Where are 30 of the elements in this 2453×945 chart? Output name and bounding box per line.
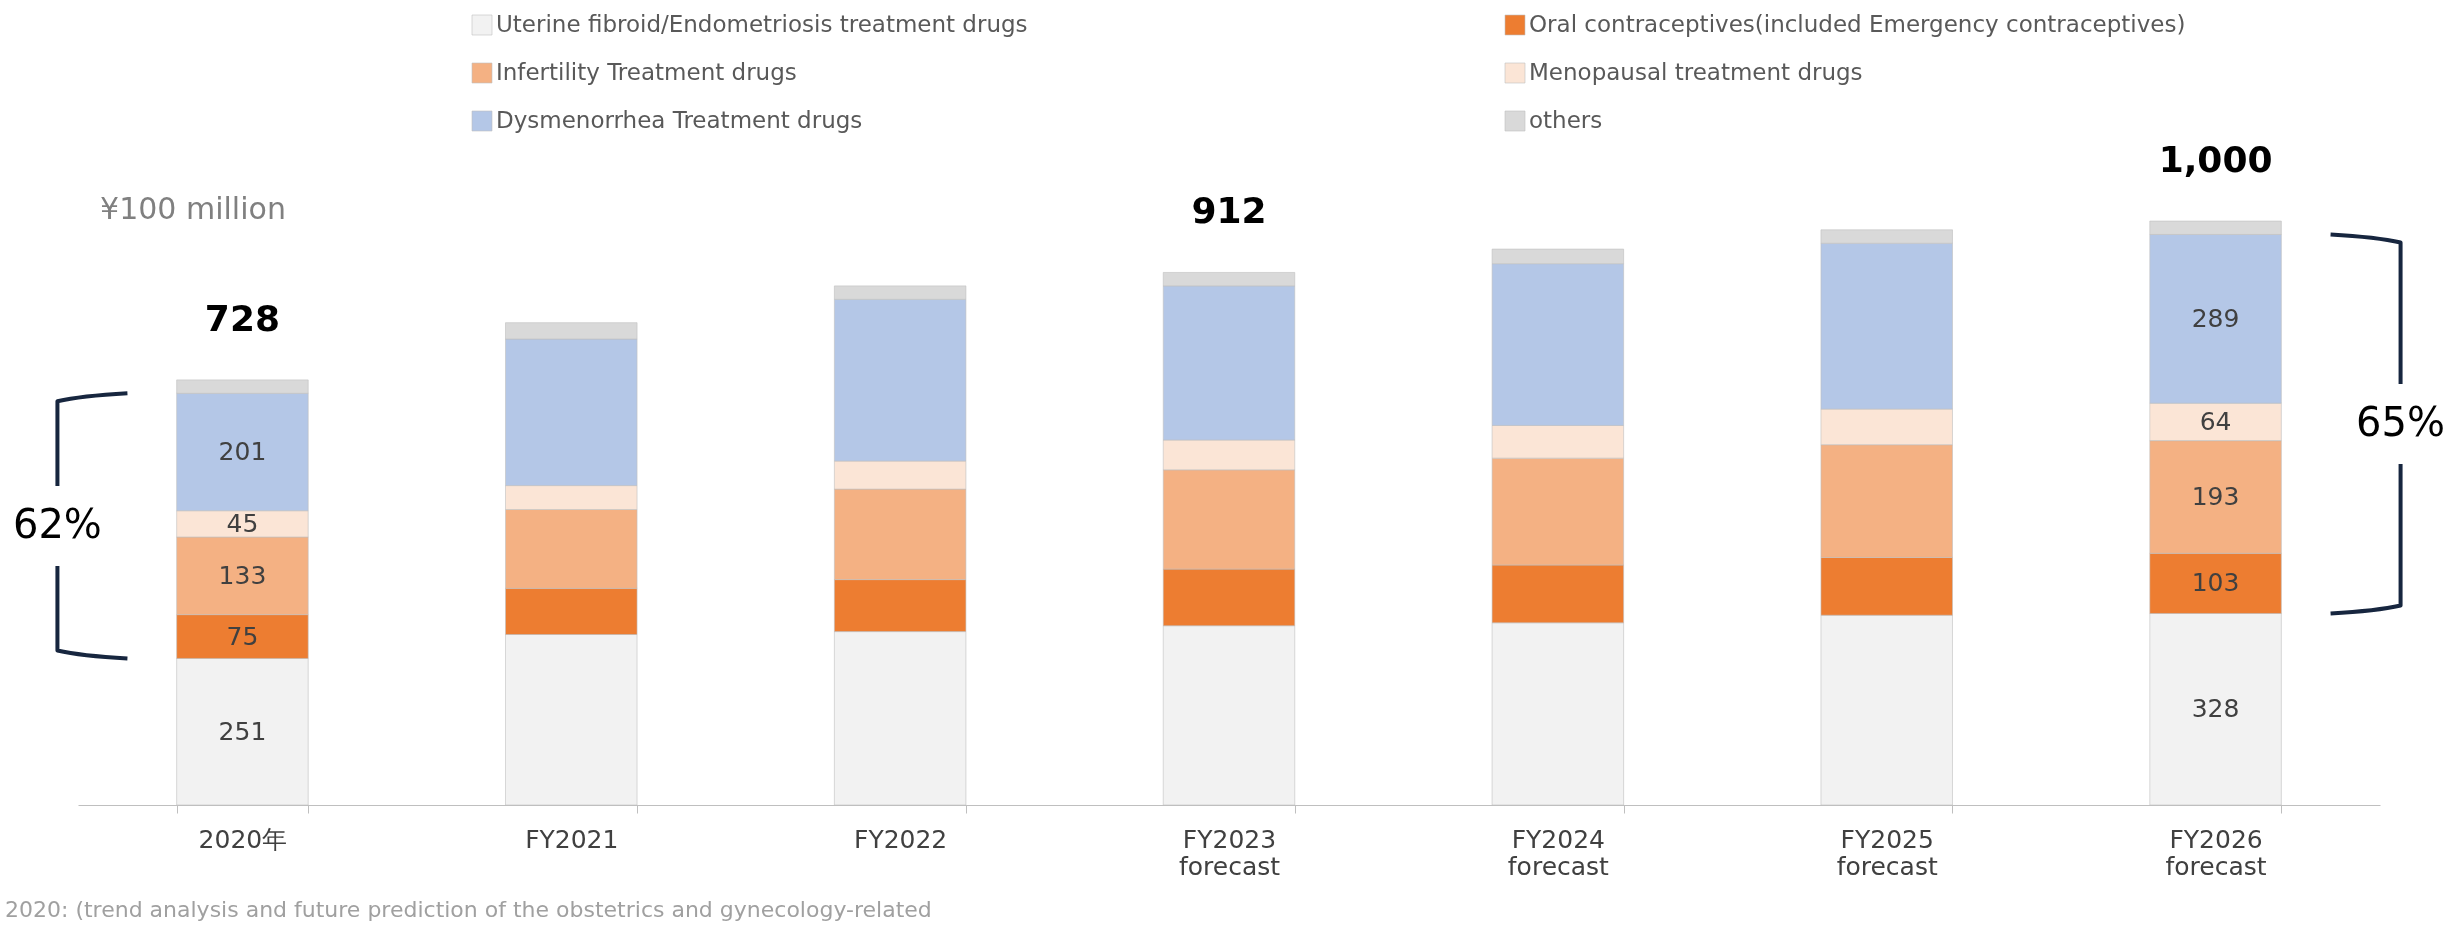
legend-label: others [1529, 107, 1603, 133]
x-tick-label: 2020年 [198, 824, 288, 854]
x-tick-label: FY2022 [854, 824, 948, 854]
x-tick-label: FY2025 forecast [1836, 824, 1938, 881]
annotation: ¥100 million [100, 191, 286, 226]
data-label: 45 [226, 508, 259, 538]
total-label: 728 [204, 297, 281, 339]
data-label: 75 [226, 621, 259, 651]
x-tick-label: FY2024 forecast [1507, 824, 1610, 881]
legend-label: Uterine fibroid/Endometriosis treatment drugs [496, 11, 1028, 37]
legend-label: Dysmenorrhea Treatment drugs [496, 107, 863, 133]
x-tick-label: FY2021 [525, 824, 619, 854]
x-tick-label: FY2026 forecast [2165, 824, 2267, 881]
text: 2020: (trend analysis and future prediction of the obstetrics and gynecology-related [5, 897, 932, 922]
data-label: 103 [2191, 568, 2240, 598]
legend-label: Oral contraceptives(included Emergency contraceptives) [1529, 11, 2186, 37]
data-label: 193 [2191, 481, 2240, 511]
legend-label: Menopausal treatment drugs [1529, 59, 1863, 85]
annotation: 65% [2356, 398, 2446, 445]
data-label: 328 [2191, 694, 2240, 724]
total-label: 1,000 [2158, 139, 2273, 181]
x-tick-label: FY2023 forecast [1178, 824, 1281, 881]
data-label: 133 [218, 560, 267, 590]
legend-label: Infertility Treatment drugs [496, 59, 797, 85]
data-label: 64 [2199, 406, 2232, 436]
data-label: 289 [2191, 303, 2240, 333]
data-label: 251 [218, 716, 267, 746]
data-label: 201 [218, 437, 267, 467]
total-label: 912 [1191, 190, 1267, 232]
annotation: 62% [12, 500, 102, 547]
